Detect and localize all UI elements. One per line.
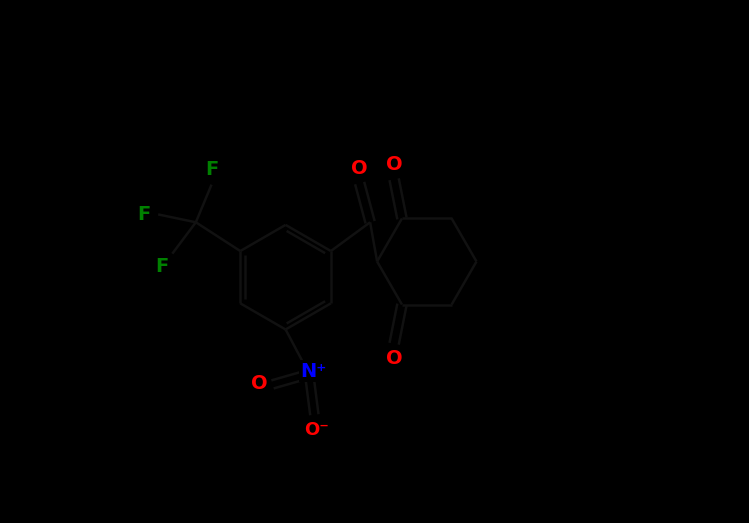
Text: F: F <box>155 257 169 276</box>
Text: O: O <box>251 374 267 393</box>
Text: F: F <box>137 205 150 224</box>
Text: O: O <box>386 155 402 174</box>
Text: O⁻: O⁻ <box>305 422 330 439</box>
Text: N⁺: N⁺ <box>300 362 327 381</box>
Text: F: F <box>205 161 218 179</box>
Text: O: O <box>351 159 368 178</box>
Text: O: O <box>386 349 402 368</box>
